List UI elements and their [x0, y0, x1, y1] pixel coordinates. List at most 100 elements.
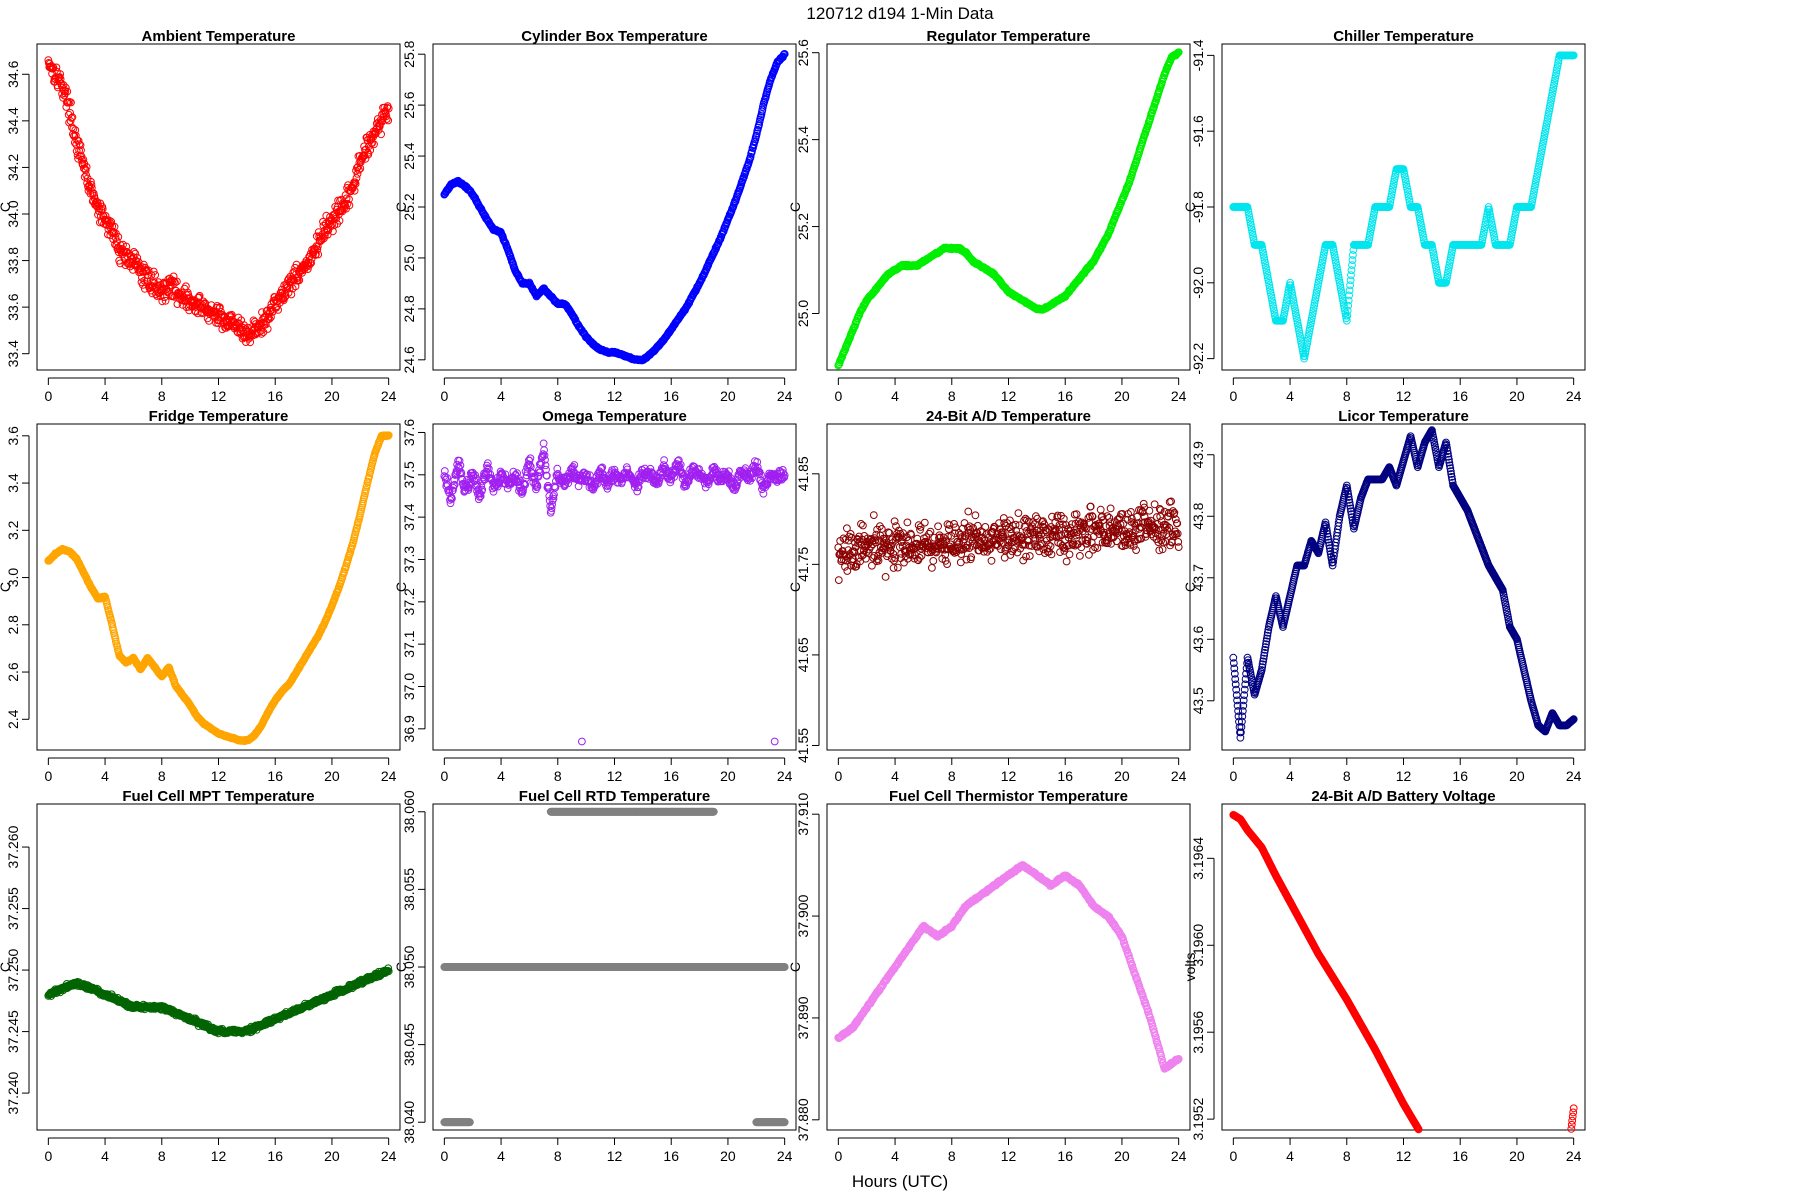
x-tick-label: 12: [607, 768, 623, 784]
data-point: [66, 109, 74, 117]
y-tick-label: -91.8: [1190, 191, 1206, 223]
x-tick-label: 12: [1396, 388, 1412, 404]
data-point: [981, 523, 990, 531]
data-point: [920, 518, 929, 527]
y-tick-label: 37.5: [401, 461, 417, 488]
x-axis: 0 4 8 12 16 20 24: [440, 377, 793, 404]
y-tick-label: 37.0: [401, 673, 417, 700]
x-axis: 0 4 8 12 16 20 24: [1229, 377, 1582, 404]
data-point: [87, 184, 96, 192]
y-tick-label: 37.1: [401, 630, 417, 657]
y-tick-label: 36.9: [401, 715, 417, 742]
data-point: [384, 104, 393, 113]
y-tick-label: 24.6: [401, 346, 417, 373]
y-tick-label: 37.4: [401, 503, 417, 530]
y-tick-label: 3.0: [5, 568, 21, 588]
data-point: [133, 253, 142, 262]
data-point: [68, 113, 77, 122]
y-tick-label: -92.2: [1190, 342, 1206, 374]
data-point: [343, 199, 352, 208]
data-point: [314, 250, 323, 259]
y-axis: 36.937.037.137.237.337.437.537.6: [401, 419, 426, 742]
data-point: [122, 242, 131, 251]
data-point: [170, 277, 179, 286]
data-point: [894, 563, 902, 572]
y-tick-label: 33.4: [5, 340, 21, 367]
panel-title: Fridge Temperature: [149, 408, 289, 425]
data-point: [130, 248, 138, 256]
data-point: [539, 439, 548, 448]
data-point: [328, 220, 337, 228]
data-point: [52, 63, 61, 72]
y-tick-label: 25.4: [795, 126, 811, 153]
data-point: [161, 296, 170, 305]
data-point: [74, 137, 83, 145]
x-tick-label: 20: [1509, 388, 1525, 404]
data-point: [274, 306, 283, 314]
x-tick-label: 24: [1566, 388, 1582, 404]
data-point: [345, 201, 354, 210]
data-points: [440, 439, 789, 746]
x-tick-label: 8: [554, 388, 562, 404]
x-tick-label: 12: [211, 388, 227, 404]
x-tick-label: 4: [891, 388, 899, 404]
x-tick-label: 8: [948, 768, 956, 784]
y-tick-label: 41.85: [795, 456, 811, 491]
data-point: [227, 310, 236, 319]
data-point: [171, 278, 179, 287]
data-point: [214, 319, 222, 328]
x-tick-label: 0: [834, 388, 842, 404]
y-tick-label: 41.75: [795, 547, 811, 582]
x-tick-label: 16: [1452, 388, 1468, 404]
y-axis-label: C: [787, 582, 803, 592]
data-point: [440, 467, 449, 475]
data-point: [85, 182, 94, 191]
data-point: [971, 511, 980, 520]
data-point: [67, 98, 75, 107]
data-point: [355, 166, 363, 174]
data-point: [366, 146, 375, 155]
y-tick-label: -92.0: [1190, 267, 1206, 299]
x-tick-label: 8: [158, 388, 166, 404]
x-tick-label: 4: [891, 768, 899, 784]
data-point: [257, 330, 266, 338]
x-tick-label: 24: [381, 768, 397, 784]
y-tick-label: 25.6: [795, 39, 811, 66]
x-axis: 0 4 8 12 16 20 24: [834, 757, 1187, 784]
x-tick-label: 24: [1171, 388, 1187, 404]
data-point: [63, 87, 72, 96]
data-point: [158, 297, 167, 306]
data-point: [261, 320, 270, 329]
x-tick-label: 0: [1229, 388, 1237, 404]
plot-frame: [826, 43, 1191, 371]
y-axis-label: C: [393, 202, 409, 212]
data-point: [964, 507, 973, 516]
x-tick-label: 0: [440, 768, 448, 784]
y-tick-label: 25.2: [401, 193, 417, 220]
data-point: [351, 180, 360, 188]
y-tick-label: 25.2: [795, 213, 811, 240]
x-tick-label: 16: [1057, 388, 1073, 404]
data-point: [859, 521, 867, 530]
x-tick-label: 20: [720, 768, 736, 784]
y-tick-label: 2.6: [5, 662, 21, 682]
data-point: [151, 271, 160, 279]
data-points: [1229, 51, 1578, 363]
x-tick-label: 0: [44, 388, 52, 404]
x-tick-label: 16: [1057, 768, 1073, 784]
plot-frame: [826, 423, 1191, 751]
panel-4: Fridge TemperatureC048121620242.42.62.83…: [0, 408, 401, 784]
y-axis: 24.624.825.025.225.425.625.8: [401, 40, 426, 373]
y-axis-label: C: [0, 202, 13, 212]
data-point: [287, 290, 296, 299]
y-axis: 2.42.62.83.03.23.43.6: [5, 426, 30, 729]
data-point: [352, 174, 361, 182]
y-axis: 33.433.633.834.034.234.434.6: [5, 60, 30, 367]
x-axis: 0 4 8 12 16 20 24: [44, 377, 397, 404]
data-point: [195, 291, 204, 300]
y-tick-label: -91.4: [1190, 39, 1206, 71]
y-tick-label: 3.6: [5, 426, 21, 446]
panel-title: Regulator Temperature: [927, 28, 1091, 45]
data-point: [116, 259, 125, 268]
